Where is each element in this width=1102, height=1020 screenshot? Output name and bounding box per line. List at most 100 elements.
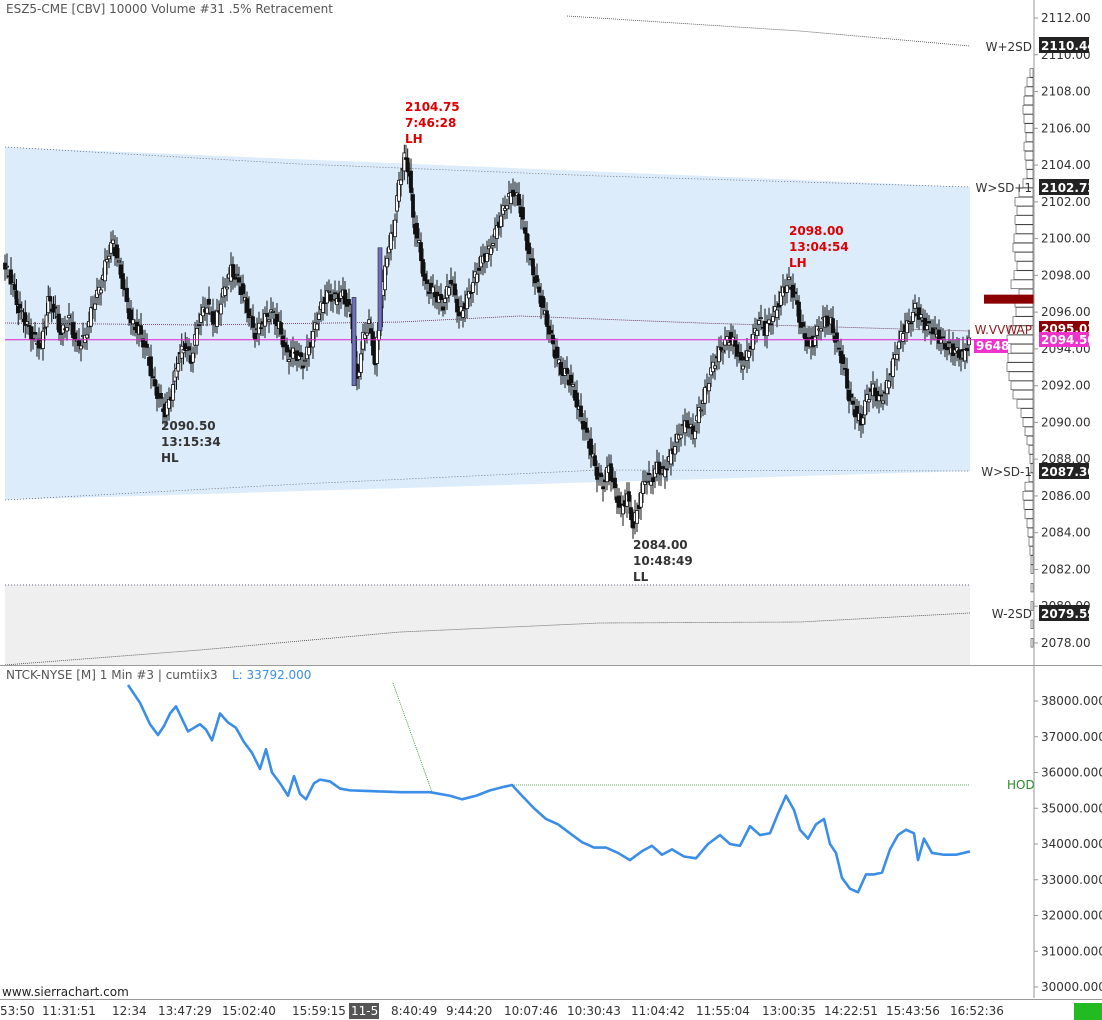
candle-body (235, 273, 239, 276)
candle-body (967, 337, 971, 346)
volume-profile-bar (1015, 307, 1034, 317)
candle-body (153, 379, 157, 387)
volume-badge-value: 9648 (976, 339, 1009, 353)
candle-body (613, 477, 617, 489)
time-axis-label: 16:52:36 (950, 1004, 1004, 1018)
candle-body (707, 383, 711, 392)
volume-profile-bar (1016, 261, 1034, 271)
indicator-tick-label: 35000.000 (1041, 801, 1102, 815)
price-chart-title: ESZ5-CME [CBV] 10000 Volume #31 .5% Retr… (6, 2, 333, 16)
candle-body (963, 349, 967, 362)
time-axis[interactable]: 53:50 11:31:51 12:34 13:47:29 15:02:40 15:59:… (0, 1003, 1004, 1019)
candle-body (441, 306, 445, 311)
indicator-tick-label: 34000.000 (1041, 837, 1102, 851)
candles-layer (3, 144, 971, 539)
time-axis-label: 15:43:56 (886, 1004, 940, 1018)
candle-body (53, 306, 58, 309)
candle-body (925, 325, 929, 331)
time-axis-label: 13:00:35 (762, 1004, 816, 1018)
candle-body (747, 350, 751, 358)
cumtick-line (126, 684, 971, 894)
level-name-w-sd-minus-1: W>SD-1 (981, 465, 1032, 479)
candle-body (215, 310, 219, 327)
candle-body (727, 342, 731, 346)
candle-body (805, 337, 809, 347)
candle-body (721, 349, 725, 353)
volume-profile-bar (1026, 435, 1034, 446)
price-tick-label: 2086.00 (1041, 489, 1091, 503)
candle-body (825, 315, 829, 327)
candle-body (93, 303, 97, 310)
hod-diagonal (392, 682, 433, 793)
current-price-box (1039, 332, 1089, 347)
candle-body (835, 332, 839, 342)
candle-body (241, 283, 245, 295)
indicator-axis[interactable]: 38000.000 37000.000 36000.000 35000.000 3400… (1034, 694, 1102, 994)
candle-body (359, 353, 363, 373)
volume-profile-bar (1018, 187, 1034, 198)
candle-body (347, 299, 351, 306)
candle-body (447, 287, 451, 296)
candle-body (259, 327, 263, 330)
volume-profile-bar (1030, 555, 1034, 565)
candle-body (845, 368, 849, 389)
candle-body (665, 468, 669, 471)
volume-profile-bar (1025, 132, 1034, 142)
candle-body (609, 463, 613, 481)
candle-body (439, 293, 443, 301)
candle-body (423, 273, 427, 282)
time-axis-label: 11:04:42 (631, 1004, 685, 1018)
swing-tag: LH (789, 256, 807, 270)
candle-body (881, 400, 885, 404)
swing-label-ll: 2084.00 10:48:49 LL (633, 538, 693, 584)
volume-profile-bar (1024, 150, 1034, 161)
vwap-curve (4, 315, 971, 332)
volume-profile-bar (1028, 537, 1034, 547)
candle-body (965, 347, 969, 352)
candle-body (271, 311, 275, 313)
volume-profile-bar (1014, 196, 1034, 207)
level-name-w-vvwap: W.VVWAP (975, 323, 1032, 337)
candle-body (79, 345, 83, 350)
candle-body (947, 341, 951, 344)
candle-body (933, 327, 937, 330)
volume-profile-bar (1028, 472, 1034, 482)
volume-profile-bar (1022, 417, 1034, 427)
candle-body (299, 352, 303, 358)
volume-profile-bar (1024, 123, 1034, 133)
candle-body (375, 336, 379, 364)
candle-body (769, 323, 773, 326)
candle-body (699, 409, 703, 412)
volume-profile-bar (1024, 86, 1034, 96)
volume-profile-bar (1022, 105, 1034, 115)
candle-body (499, 215, 503, 228)
time-axis-label: 53:50 (0, 1004, 35, 1018)
highlight-candle (351, 297, 357, 386)
candle-body (139, 325, 143, 335)
price-tick-label: 2090.00 (1041, 415, 1091, 429)
candle-body (813, 336, 817, 346)
candle-body (333, 292, 337, 295)
candle-body (635, 510, 639, 524)
candle-body (253, 332, 257, 341)
candle-body (639, 492, 643, 508)
candle-body (29, 326, 33, 340)
volume-profile-bar (1026, 518, 1034, 528)
candle-body (585, 427, 589, 433)
price-tick-label: 2096.00 (1041, 305, 1091, 319)
time-axis-label: 10:30:43 (567, 1004, 621, 1018)
candle-body (117, 260, 121, 263)
candle-body (399, 179, 403, 185)
price-axis[interactable]: 2112.002110.002108.002106.002104.002102.… (1034, 11, 1091, 650)
candle-body (771, 316, 775, 323)
swing-price: 2084.00 (633, 538, 688, 552)
volume-profile-bar (1026, 77, 1034, 87)
candle-body (879, 394, 883, 397)
volume-profile-bar (1030, 619, 1034, 630)
candle-body (957, 349, 961, 358)
candle-body (785, 285, 789, 293)
candle-body (107, 255, 111, 260)
time-axis-label: 15:02:40 (222, 1004, 276, 1018)
level-value-w-minus-2sd: 2079.59 (1041, 607, 1096, 621)
